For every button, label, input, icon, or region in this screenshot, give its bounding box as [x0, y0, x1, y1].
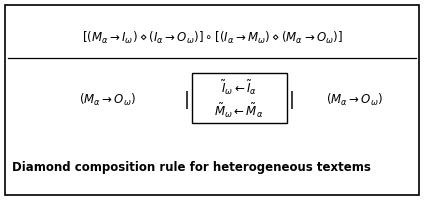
Text: $|$: $|$ [183, 89, 189, 111]
Text: $\left[\left(M_{\alpha} \rightarrow I_{\omega}\right) \diamond \left(I_{\alpha} : $\left[\left(M_{\alpha} \rightarrow I_{\… [81, 30, 343, 46]
Text: $|$: $|$ [288, 89, 294, 111]
Text: $\tilde{I}_{\omega} \leftarrow \tilde{I}_{\alpha}$: $\tilde{I}_{\omega} \leftarrow \tilde{I}… [221, 79, 257, 97]
Bar [192, 73, 287, 123]
Text: Diamond composition rule for heterogeneous textems: Diamond composition rule for heterogeneo… [12, 162, 371, 174]
Text: $\tilde{M}_{\omega} \leftarrow \tilde{M}_{\alpha}$: $\tilde{M}_{\omega} \leftarrow \tilde{M}… [214, 102, 264, 120]
Text: $\left(M_{\alpha} \rightarrow O_{\omega}\right)$: $\left(M_{\alpha} \rightarrow O_{\omega}… [326, 92, 383, 108]
Text: $\left(M_{\alpha} \rightarrow O_{\omega}\right)$: $\left(M_{\alpha} \rightarrow O_{\omega}… [79, 92, 137, 108]
